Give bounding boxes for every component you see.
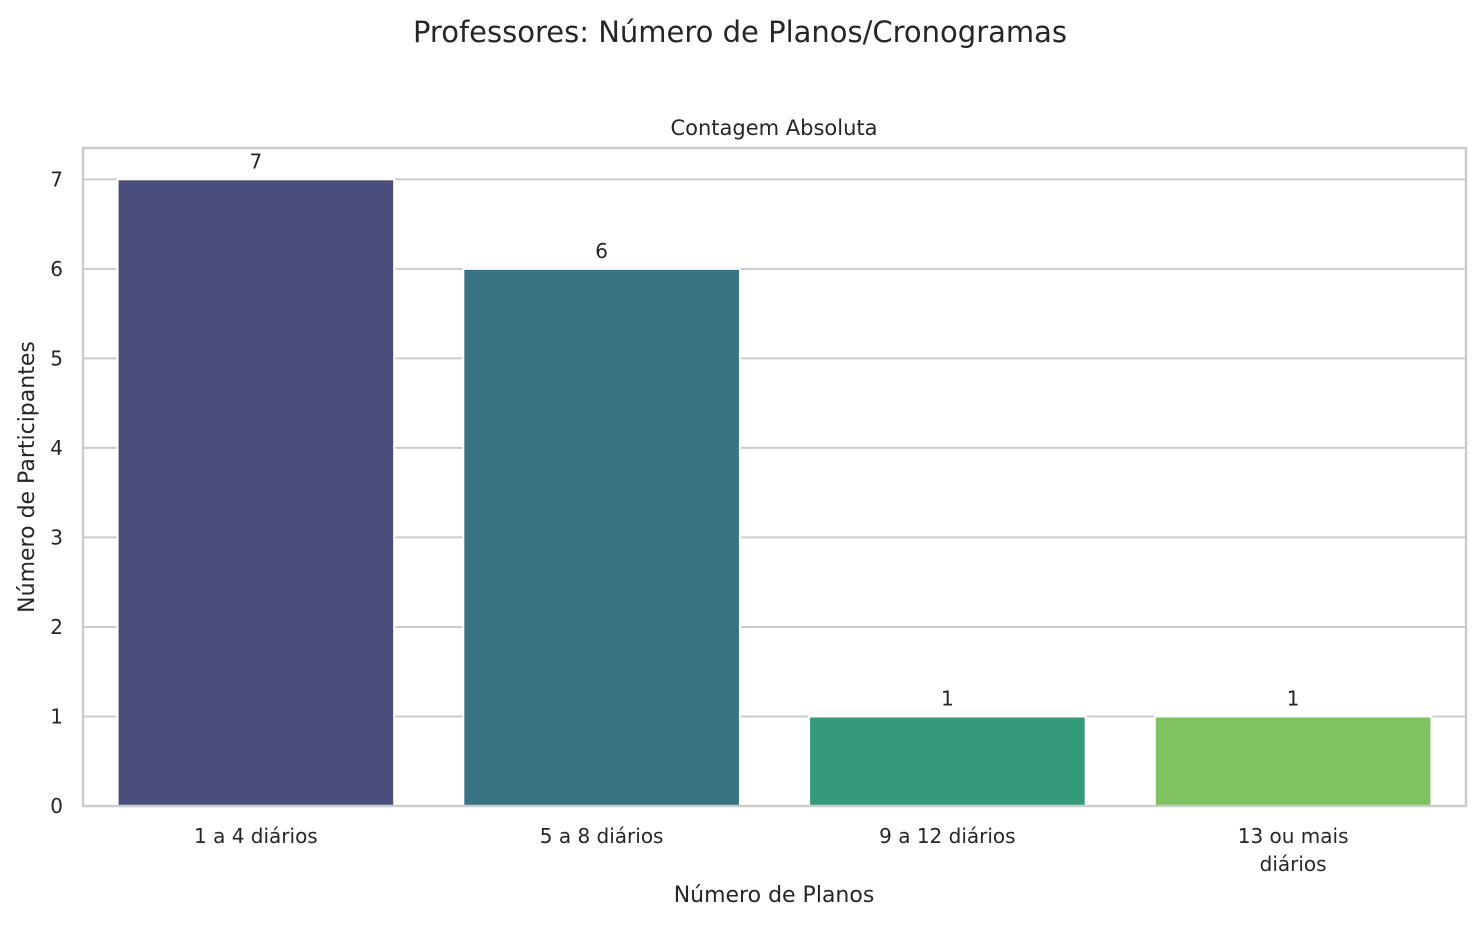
x-tick-label: 13 ou mais diários	[1238, 824, 1349, 876]
x-tick-label: 5 a 8 diários	[540, 824, 664, 848]
x-tick-label-line: 13 ou mais	[1238, 824, 1349, 848]
x-tick-label-line: 1 a 4 diários	[194, 824, 318, 848]
bar-2	[808, 715, 1087, 808]
y-tick-label: 7	[50, 167, 63, 191]
bar-value-label: 6	[595, 239, 608, 263]
axes-frame	[81, 146, 1468, 808]
y-axis-label: Número de Participantes	[15, 341, 40, 613]
x-tick-label-line: diários	[1260, 852, 1327, 876]
plot-frame	[81, 146, 1468, 808]
y-tick-label: 4	[50, 436, 63, 460]
bar-value-label: 1	[1287, 686, 1300, 710]
x-tick-label-line: 9 a 12 diários	[879, 824, 1015, 848]
chart-title: Contagem Absoluta	[670, 116, 877, 140]
x-axis-label: Número de Planos	[674, 883, 875, 908]
bar-value-label: 7	[250, 149, 263, 173]
bars	[116, 178, 1433, 808]
bar-0	[116, 178, 396, 808]
y-tick-labels: 0 1 2 3 4 5 6 7	[50, 167, 63, 818]
bar-1	[462, 267, 741, 808]
y-tick-label: 0	[50, 794, 63, 818]
x-tick-label: 9 a 12 diários	[879, 824, 1015, 848]
bar-value-label: 1	[941, 686, 954, 710]
x-tick-labels: 1 a 4 diários 5 a 8 diários 9 a 12 diários…	[194, 824, 1349, 876]
chart-suptitle: Professores: Número de Planos/Cronograma…	[413, 15, 1067, 49]
x-tick-label-line: 5 a 8 diários	[540, 824, 664, 848]
y-tick-label: 1	[50, 704, 63, 728]
bar-value-labels: 7 6 1 1	[250, 149, 1300, 710]
y-tick-label: 5	[50, 346, 63, 370]
x-tick-label: 1 a 4 diários	[194, 824, 318, 848]
bar-3	[1153, 715, 1433, 808]
y-tick-label: 3	[50, 525, 63, 549]
y-tick-label: 2	[50, 615, 63, 639]
y-tick-label: 6	[50, 257, 63, 281]
